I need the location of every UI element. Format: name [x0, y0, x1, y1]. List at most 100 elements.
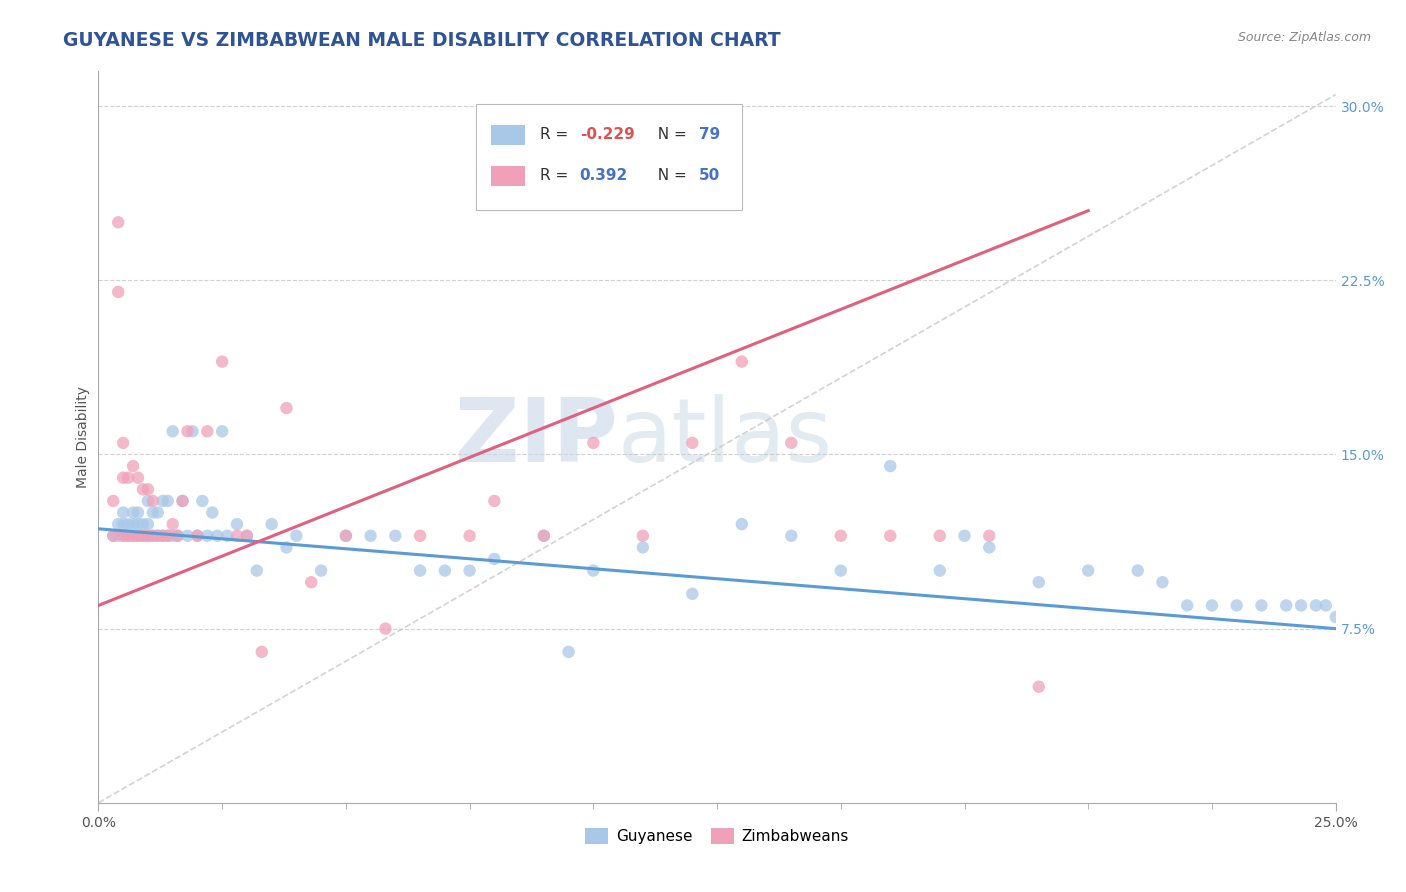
Point: [309, 564, 332, 578]
Point: [276, 541, 298, 555]
Point: [681, 436, 703, 450]
Point: [142, 529, 165, 543]
Point: [533, 529, 555, 543]
Point: [166, 529, 188, 543]
Point: [127, 471, 149, 485]
Point: [146, 506, 169, 520]
Point: [260, 517, 283, 532]
Point: [156, 529, 179, 543]
Point: [172, 494, 194, 508]
Point: [205, 529, 228, 543]
Point: [484, 552, 506, 566]
Point: [103, 494, 125, 508]
Point: [979, 529, 1001, 543]
Point: [142, 494, 165, 508]
Point: [335, 529, 357, 543]
Point: [142, 506, 165, 520]
Point: [1226, 599, 1249, 613]
Text: -0.229: -0.229: [579, 128, 634, 143]
Point: [112, 506, 135, 520]
Point: [117, 517, 139, 532]
Point: [928, 529, 950, 543]
Point: [557, 645, 579, 659]
Point: [122, 459, 145, 474]
Point: [152, 529, 174, 543]
Point: [162, 424, 184, 438]
Point: [879, 459, 901, 474]
Point: [112, 517, 135, 532]
Point: [122, 506, 145, 520]
Point: [236, 529, 259, 543]
Text: ZIP: ZIP: [456, 393, 619, 481]
FancyBboxPatch shape: [491, 166, 526, 186]
Point: [953, 529, 976, 543]
Point: [211, 354, 233, 368]
Point: [1201, 599, 1223, 613]
Point: [136, 517, 159, 532]
Text: 79: 79: [699, 128, 720, 143]
Point: [276, 401, 298, 415]
Point: [112, 529, 135, 543]
Point: [117, 529, 139, 543]
Point: [122, 529, 145, 543]
Point: [107, 529, 129, 543]
FancyBboxPatch shape: [491, 125, 526, 145]
Text: R =: R =: [540, 169, 574, 184]
Point: [1028, 680, 1050, 694]
Point: [166, 529, 188, 543]
Point: [217, 529, 239, 543]
Point: [681, 587, 703, 601]
Point: [181, 424, 204, 438]
Point: [484, 494, 506, 508]
FancyBboxPatch shape: [475, 104, 742, 211]
Point: [122, 529, 145, 543]
Point: [780, 529, 803, 543]
Point: [103, 529, 125, 543]
Point: [631, 541, 654, 555]
Point: [136, 529, 159, 543]
Point: [142, 529, 165, 543]
Point: [1315, 599, 1337, 613]
Point: [176, 529, 198, 543]
Point: [1126, 564, 1149, 578]
Point: [226, 529, 249, 543]
Text: GUYANESE VS ZIMBABWEAN MALE DISABILITY CORRELATION CHART: GUYANESE VS ZIMBABWEAN MALE DISABILITY C…: [63, 31, 780, 50]
Point: [152, 494, 174, 508]
Text: Source: ZipAtlas.com: Source: ZipAtlas.com: [1237, 31, 1371, 45]
Point: [107, 517, 129, 532]
Point: [458, 529, 481, 543]
Legend: Guyanese, Zimbabweans: Guyanese, Zimbabweans: [579, 822, 855, 850]
Point: [299, 575, 322, 590]
Point: [360, 529, 382, 543]
Point: [384, 529, 406, 543]
Point: [1275, 599, 1298, 613]
Text: atlas: atlas: [619, 393, 834, 481]
Point: [107, 215, 129, 229]
Point: [1305, 599, 1327, 613]
Point: [127, 506, 149, 520]
Point: [103, 529, 125, 543]
Text: 50: 50: [699, 169, 720, 184]
Point: [582, 436, 605, 450]
Point: [1324, 610, 1347, 624]
Point: [117, 471, 139, 485]
Point: [117, 529, 139, 543]
Point: [236, 529, 259, 543]
Point: [201, 506, 224, 520]
Point: [162, 517, 184, 532]
Point: [631, 529, 654, 543]
Point: [1250, 599, 1272, 613]
Point: [226, 517, 249, 532]
Point: [107, 285, 129, 299]
Point: [1175, 599, 1198, 613]
Point: [979, 541, 1001, 555]
Point: [1028, 575, 1050, 590]
Point: [112, 471, 135, 485]
Point: [458, 564, 481, 578]
Text: N =: N =: [648, 169, 692, 184]
Point: [127, 517, 149, 532]
Point: [374, 622, 396, 636]
Text: 0.392: 0.392: [579, 169, 628, 184]
Point: [136, 483, 159, 497]
Point: [246, 564, 269, 578]
